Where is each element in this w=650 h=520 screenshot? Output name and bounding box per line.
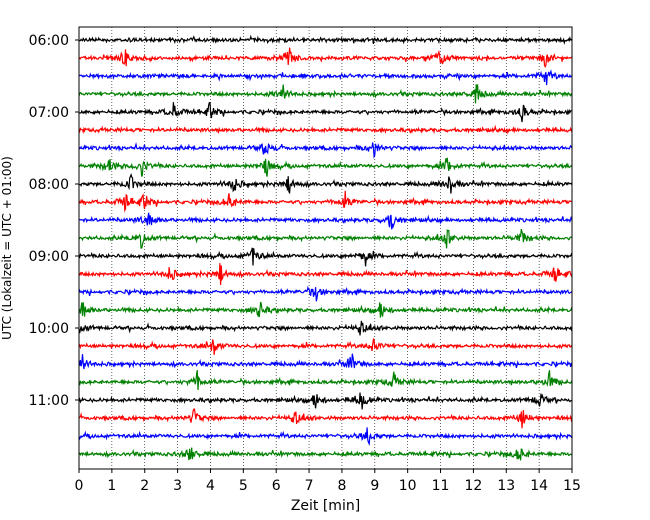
trace-row [78,263,573,286]
trace-row [78,212,573,230]
trace-row [78,408,573,429]
x-tick-label: 7 [305,478,314,494]
trace-row [78,34,573,45]
x-tick-label: 12 [464,478,482,494]
y-tick-label: 10:00 [29,321,69,337]
trace-row [78,447,573,461]
y-tick-label: 07:00 [29,105,69,121]
trace-row [78,84,573,104]
y-tick-label: 09:00 [29,249,69,265]
y-axis-ticks: 06:00 07:00 08:00 09:00 10:00 11:00 [29,33,79,409]
y-tick-label: 08:00 [29,177,69,193]
x-tick-label: 15 [563,478,581,494]
x-tick-label: 3 [173,478,182,494]
trace-row [78,228,573,249]
trace-row [79,173,573,195]
x-tick-label: 10 [399,478,417,494]
trace-row [78,101,573,123]
x-tick-label: 14 [530,478,548,494]
x-tick-label: 9 [370,478,379,494]
trace-row [78,285,573,302]
x-tick-label: 0 [75,478,84,494]
trace-row [78,320,573,336]
y-tick-label: 06:00 [29,33,69,49]
x-axis-label: Zeit [min] [291,498,360,514]
x-tick-label: 6 [272,478,281,494]
x-tick-label: 5 [239,478,248,494]
x-tick-label: 8 [337,478,346,494]
y-axis-label: UTC (Lokalzeit = UTC + 01:00) [0,156,14,340]
y-tick-label: 11:00 [29,393,69,409]
trace-row [78,142,573,159]
x-tick-label: 11 [432,478,450,494]
trace-row [78,190,573,213]
trace-row [78,369,573,391]
x-tick-label: 4 [206,478,215,494]
seismogram-traces [78,34,573,461]
x-tick-label: 2 [140,478,149,494]
x-axis-ticks: 0 1 2 3 4 5 6 7 8 9 10 11 12 13 14 15 [75,469,581,494]
plot-frame [78,26,573,470]
trace-row [78,247,573,267]
trace-row [78,337,573,355]
x-tick-label: 13 [497,478,515,494]
x-tick-label: 1 [107,478,116,494]
trace-row [78,69,572,86]
trace-row [78,353,573,370]
trace-row [78,124,573,135]
trace-row [78,427,573,447]
trace-row [78,392,573,410]
trace-row [78,157,573,177]
trace-row [78,301,573,318]
trace-row [78,47,573,69]
